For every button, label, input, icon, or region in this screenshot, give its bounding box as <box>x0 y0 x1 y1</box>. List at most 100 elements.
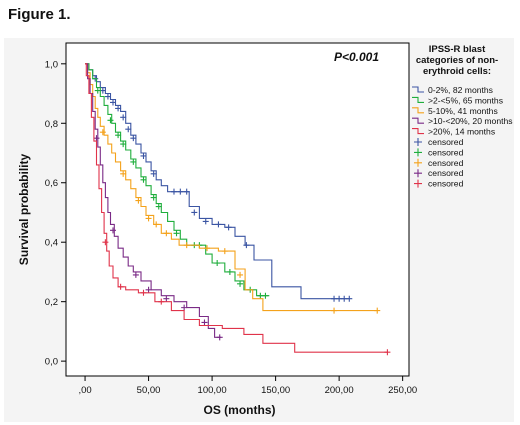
legend-entry-label: censored <box>428 158 464 168</box>
censor-mark <box>140 176 147 183</box>
censor-mark <box>201 319 208 326</box>
survival-chart: 0,0 0,2 0,4 0,6 0,8 1,0 ,00 50,00 100,00 150,00 20… <box>17 42 513 417</box>
censor-mark <box>243 242 250 249</box>
y-tick-label: 1,0 <box>45 59 58 70</box>
plot-layer: 0,0 0,2 0,4 0,6 0,8 1,0 ,00 50,00 100,00 150,00 20… <box>17 42 417 417</box>
censor-mark <box>183 242 190 249</box>
series-line-2 <box>85 63 378 312</box>
y-tick-label: 0,8 <box>45 119 58 130</box>
censor-mark <box>115 105 122 112</box>
censor-mark <box>225 224 232 231</box>
legend-entry-label: censored <box>428 168 464 178</box>
series-line-3 <box>85 63 221 338</box>
x-tick-label: 100,00 <box>198 385 227 396</box>
censor-mark <box>331 307 338 314</box>
censor-mark <box>145 286 152 293</box>
censor-mark <box>125 126 132 133</box>
legend-entry-label: censored <box>428 137 464 147</box>
censor-mark <box>215 221 222 228</box>
censor-mark <box>173 230 180 237</box>
censor-mark <box>237 271 244 278</box>
y-axis-title: Survival probability <box>17 153 31 265</box>
legend-swatch-line <box>412 117 424 124</box>
censor-mark <box>202 218 209 225</box>
censor-mark <box>145 215 152 222</box>
censor-mark <box>117 283 124 290</box>
legend-swatch-censor <box>414 169 422 178</box>
censor-mark <box>214 260 221 267</box>
p-value-annotation: P<0.001 <box>334 50 379 64</box>
censor-mark <box>140 152 147 159</box>
legend-entry-label: >2-<5%, 65 months <box>428 95 503 105</box>
plot-area <box>65 42 410 377</box>
series-line-0 <box>85 63 350 300</box>
censor-mark <box>183 188 190 195</box>
censor-mark <box>226 268 233 275</box>
censor-mark <box>140 289 147 296</box>
legend-swatch-line <box>412 96 424 103</box>
censor-mark <box>158 298 165 305</box>
censor-mark <box>181 304 188 311</box>
censor-mark <box>104 93 111 100</box>
x-tick-label: 250,00 <box>388 385 417 396</box>
censor-mark <box>102 239 109 246</box>
censor-mark <box>177 188 184 195</box>
legend-swatch-line <box>412 107 424 114</box>
censor-mark <box>135 197 142 204</box>
series-line-1 <box>85 63 270 297</box>
y-tick-label: 0,6 <box>45 178 58 189</box>
x-axis-title: OS (months) <box>204 403 276 417</box>
censor-mark <box>341 295 348 302</box>
censor-mark <box>204 245 211 252</box>
censor-mark <box>120 170 127 177</box>
censor-mark <box>257 292 264 299</box>
censor-mark <box>110 227 117 234</box>
censor-mark <box>120 141 127 148</box>
x-tick-label: ,00 <box>78 385 91 396</box>
x-tick-label: 50,00 <box>137 385 161 396</box>
censor-mark <box>237 280 244 287</box>
censor-mark <box>191 209 198 216</box>
legend-swatch-censor <box>414 148 422 157</box>
censor-mark <box>221 248 228 255</box>
censor-mark <box>336 295 343 302</box>
censor-mark <box>374 307 381 314</box>
censor-mark <box>163 295 170 302</box>
censor-mark <box>132 271 139 278</box>
legend-swatch-line <box>412 86 424 93</box>
legend-swatch-censor <box>414 158 422 167</box>
censor-mark <box>346 295 353 302</box>
censor-mark <box>163 230 170 237</box>
censor-mark <box>110 99 117 106</box>
legend-entry-label: >20%, 14 months <box>428 127 495 137</box>
censor-mark <box>99 129 106 136</box>
legend-entry-label: 5-10%, 41 months <box>428 106 498 116</box>
censor-mark <box>150 194 157 201</box>
censor-mark <box>216 334 223 341</box>
censor-mark <box>150 170 157 177</box>
x-tick-label: 150,00 <box>261 385 290 396</box>
censor-mark <box>153 221 160 228</box>
legend-entry-label: censored <box>428 147 464 157</box>
censor-mark <box>155 203 162 210</box>
censor-mark <box>94 87 101 94</box>
censor-mark <box>120 114 127 121</box>
legend-title-line: IPSS-R blast <box>429 44 486 55</box>
censor-mark <box>331 295 338 302</box>
legend-title-line: erythroid cells: <box>423 66 491 77</box>
censor-mark <box>384 349 391 356</box>
x-tick-label: 200,00 <box>325 385 354 396</box>
chart-frame: 0,0 0,2 0,4 0,6 0,8 1,0 ,00 50,00 100,00 150,00 20… <box>4 38 514 422</box>
legend-entry-label: 0-2%, 82 months <box>428 85 493 95</box>
censor-mark <box>93 135 100 142</box>
legend-title-line: categories of non- <box>416 55 498 66</box>
legend-entry-label: >10-<20%, 20 months <box>428 116 513 126</box>
censor-mark <box>130 158 137 165</box>
censor-mark <box>115 132 122 139</box>
figure-label: Figure 1. <box>8 6 71 23</box>
legend-swatch-line <box>412 128 424 135</box>
censor-mark <box>262 292 269 299</box>
censor-mark <box>170 188 177 195</box>
legend-swatch-censor <box>414 138 422 146</box>
